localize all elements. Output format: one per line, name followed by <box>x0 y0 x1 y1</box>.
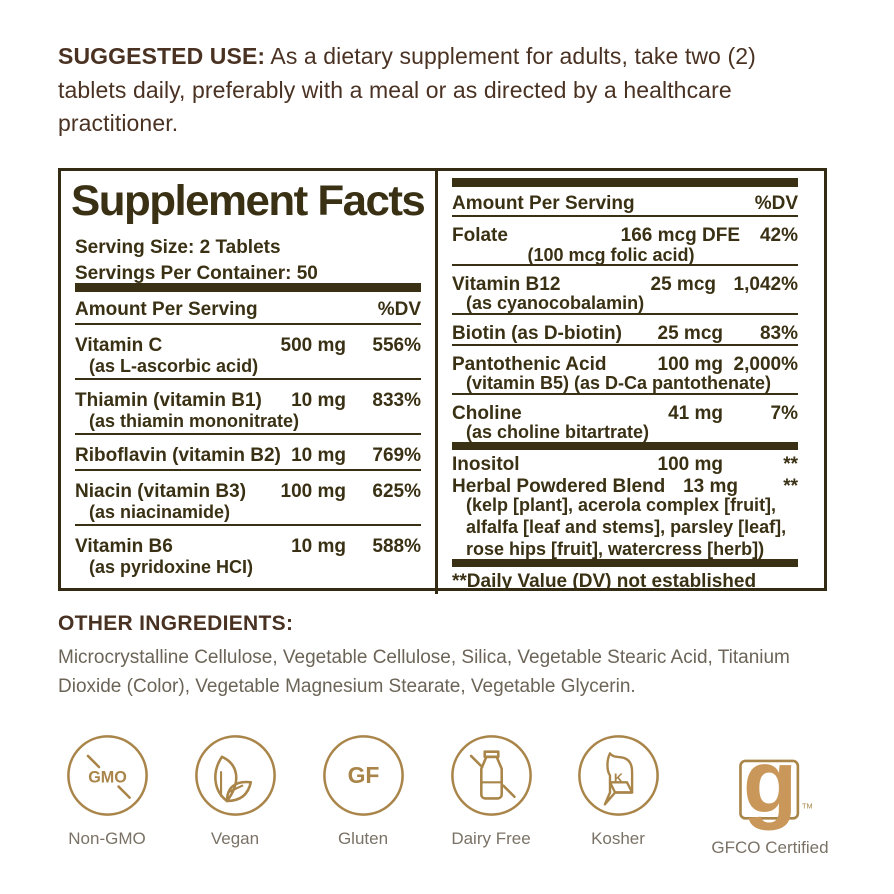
svg-text:TM: TM <box>802 802 813 811</box>
svg-text:GMO: GMO <box>88 768 127 786</box>
svg-text:K: K <box>613 770 623 785</box>
svg-text:GF: GF <box>347 762 379 788</box>
svg-text:g: g <box>743 732 797 831</box>
